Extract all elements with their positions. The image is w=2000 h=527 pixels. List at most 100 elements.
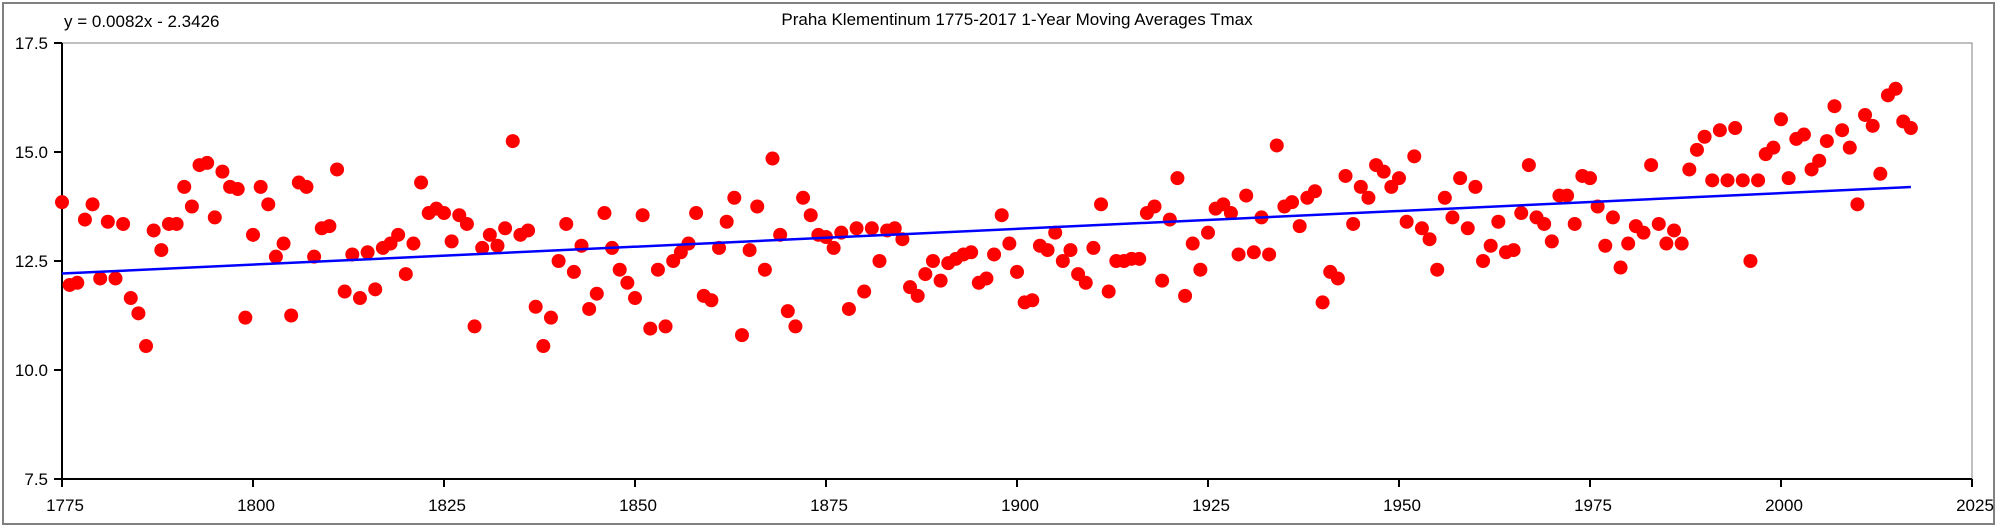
- data-point: [1621, 236, 1636, 251]
- data-point: [1735, 173, 1750, 188]
- data-point: [658, 319, 673, 334]
- data-point: [1644, 158, 1659, 173]
- data-point: [1338, 168, 1353, 183]
- data-point: [1063, 243, 1078, 258]
- data-point: [765, 151, 780, 166]
- x-tick-label: 1825: [428, 496, 466, 515]
- data-point: [1445, 210, 1460, 225]
- data-point: [1888, 81, 1903, 96]
- data-point: [1285, 195, 1300, 210]
- data-point: [933, 273, 948, 288]
- data-point: [1147, 199, 1162, 214]
- data-point: [1682, 162, 1697, 177]
- data-point: [727, 190, 742, 205]
- data-point: [1269, 138, 1284, 153]
- data-point: [467, 319, 482, 334]
- data-point: [154, 243, 169, 258]
- data-point: [780, 304, 795, 319]
- data-point: [1835, 123, 1850, 138]
- x-tick-label: 1900: [1001, 496, 1039, 515]
- data-point: [1407, 149, 1422, 164]
- data-point: [1468, 179, 1483, 194]
- data-point: [284, 308, 299, 323]
- data-point: [872, 254, 887, 268]
- data-point: [1873, 166, 1888, 181]
- data-point: [964, 245, 979, 260]
- data-point: [1170, 171, 1185, 186]
- data-point: [1781, 171, 1796, 186]
- y-tick-label: 12.5: [15, 252, 48, 271]
- data-point: [299, 179, 314, 194]
- data-point: [1010, 264, 1024, 279]
- data-point: [1353, 179, 1368, 194]
- data-point: [246, 227, 260, 242]
- y-tick-label: 17.5: [15, 34, 48, 53]
- data-point: [1025, 293, 1040, 308]
- data-point: [1239, 188, 1254, 203]
- x-tick-label: 1975: [1574, 496, 1612, 515]
- data-point: [1651, 216, 1666, 231]
- trendline-equation-label: y = 0.0082x - 2.3426: [64, 12, 220, 31]
- data-point: [635, 208, 650, 223]
- y-tick-label: 7.5: [24, 470, 48, 489]
- data-point: [757, 262, 772, 277]
- data-point: [93, 271, 108, 286]
- data-point: [857, 284, 872, 299]
- data-point: [498, 221, 513, 236]
- data-point: [628, 291, 642, 306]
- data-point: [704, 293, 719, 308]
- x-tick-label: 1925: [1192, 496, 1230, 515]
- data-point: [1094, 197, 1109, 212]
- data-point: [414, 175, 429, 190]
- data-point: [1796, 127, 1811, 142]
- data-point: [1422, 232, 1437, 247]
- data-point: [1330, 271, 1345, 286]
- data-point: [215, 164, 230, 179]
- data-point: [77, 212, 92, 227]
- data-point: [803, 208, 818, 223]
- data-point: [864, 221, 879, 236]
- data-point: [543, 310, 558, 325]
- data-point: [1774, 112, 1788, 127]
- data-point: [1476, 254, 1491, 268]
- data-point: [1078, 275, 1093, 290]
- data-point: [1178, 288, 1193, 303]
- data-point: [1521, 158, 1536, 173]
- data-point: [734, 328, 749, 343]
- data-point: [116, 216, 131, 231]
- data-point: [1048, 225, 1063, 240]
- x-tick-label: 1875: [810, 496, 848, 515]
- data-point: [177, 179, 192, 194]
- data-point: [238, 310, 253, 325]
- data-point: [1346, 216, 1361, 231]
- data-point: [1162, 212, 1177, 227]
- data-point: [268, 249, 283, 264]
- data-point: [345, 247, 360, 262]
- data-point: [1101, 284, 1116, 299]
- data-point: [490, 238, 505, 253]
- x-tick-label: 1950: [1383, 496, 1421, 515]
- data-point: [482, 227, 497, 242]
- data-point: [475, 240, 490, 255]
- data-point: [521, 223, 536, 238]
- data-point: [1460, 221, 1475, 236]
- data-point: [1766, 140, 1781, 155]
- data-point: [1827, 99, 1842, 114]
- data-point: [597, 206, 612, 221]
- data-point: [1598, 238, 1613, 253]
- data-point: [368, 282, 383, 297]
- data-point: [1567, 216, 1582, 231]
- data-point: [1842, 140, 1857, 155]
- data-point: [994, 208, 1009, 223]
- data-point: [987, 247, 1002, 262]
- data-point: [773, 227, 788, 242]
- data-point: [1223, 206, 1238, 221]
- data-point: [1315, 295, 1330, 310]
- data-point: [322, 219, 337, 234]
- data-point: [551, 254, 566, 268]
- data-point: [1583, 171, 1597, 186]
- data-point: [261, 197, 276, 212]
- data-point: [55, 195, 69, 210]
